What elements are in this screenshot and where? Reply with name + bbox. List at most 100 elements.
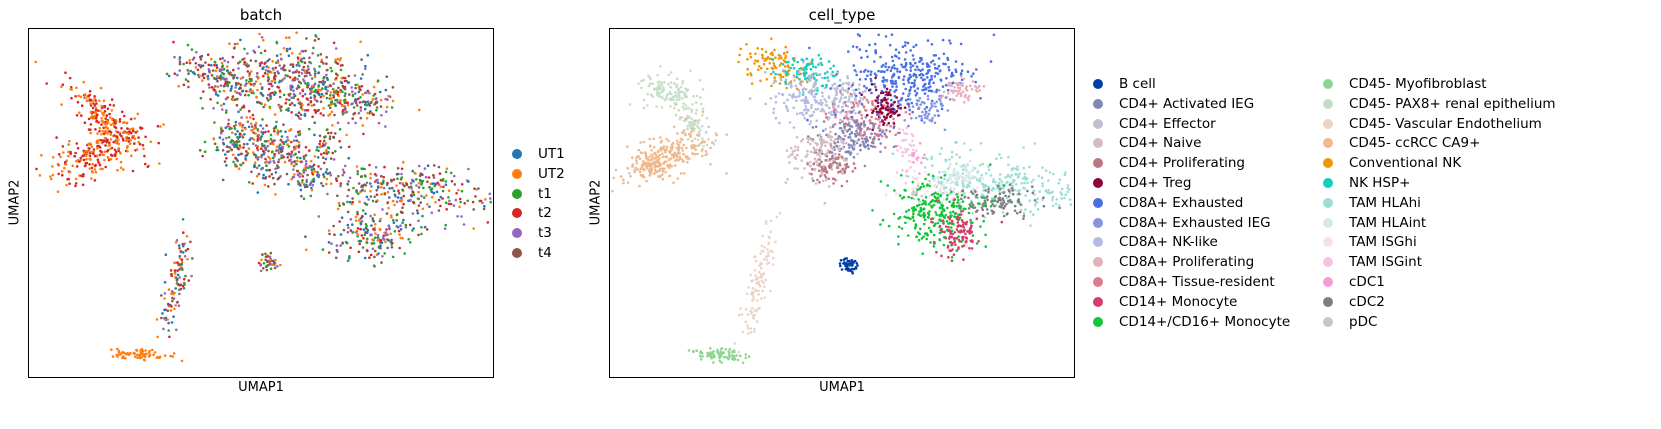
cell-type-point	[894, 88, 898, 92]
batch-point	[109, 133, 112, 136]
cell-type-point	[952, 187, 956, 190]
cell-type-point	[970, 201, 973, 204]
batch-point	[292, 139, 296, 142]
batch-point	[262, 74, 265, 78]
cell-type-point	[920, 117, 923, 121]
cell-type-point	[966, 96, 969, 100]
cell-type-point	[760, 297, 763, 300]
batch-point	[242, 104, 246, 108]
cell-type-point	[889, 88, 892, 92]
cell-type-point	[764, 256, 768, 259]
cell-type-point	[695, 125, 699, 128]
cell-type-point	[820, 84, 824, 88]
batch-point	[338, 204, 342, 207]
cell-type-point	[834, 157, 837, 161]
cell-type-point	[829, 138, 833, 142]
batch-point	[184, 78, 188, 81]
batch-point	[97, 138, 101, 142]
cell-type-point	[824, 175, 828, 179]
cell-type-point	[879, 133, 882, 136]
batch-point	[384, 88, 388, 92]
batch-point	[318, 80, 321, 84]
cell-type-point	[931, 59, 935, 63]
batch-point	[391, 218, 395, 222]
batch-point	[97, 160, 100, 164]
cell-type-point	[863, 84, 866, 88]
batch-point	[180, 359, 184, 363]
batch-point	[286, 74, 290, 78]
batch-point	[340, 104, 344, 108]
cell-type-point	[933, 102, 936, 105]
batch-point	[257, 45, 261, 49]
batch-point	[412, 193, 416, 197]
cell-type-point	[840, 92, 843, 96]
cell-type-point	[655, 91, 659, 94]
cell-type-point	[938, 69, 942, 73]
batch-point	[237, 110, 240, 114]
batch-point	[246, 52, 249, 55]
batch-point	[167, 288, 171, 291]
cell-type-point	[803, 167, 806, 170]
batch-point	[382, 234, 385, 238]
cell-type-point	[912, 143, 916, 147]
batch-point	[376, 239, 380, 242]
cell-type-point	[879, 55, 882, 59]
cell-type-point	[687, 132, 691, 136]
batch-point	[411, 229, 414, 232]
batch-point	[96, 158, 100, 162]
batch-point	[246, 65, 249, 68]
batch-point	[238, 135, 242, 139]
cell-type-point	[792, 106, 795, 110]
cell-type-point	[836, 157, 840, 160]
batch-point	[57, 153, 61, 156]
cell-type-point	[779, 54, 782, 58]
cell-type-point	[911, 176, 915, 179]
batch-point	[365, 241, 369, 245]
cell-type-point	[757, 293, 760, 296]
cell-type-point	[865, 113, 869, 117]
batch-point	[295, 162, 298, 166]
cell-type-point	[814, 108, 818, 111]
batch-point	[371, 199, 375, 203]
cell-type-point	[763, 296, 767, 299]
batch-point	[290, 140, 293, 144]
cell-type-point	[1007, 155, 1010, 159]
batch-point	[146, 165, 150, 169]
batch-point	[144, 349, 147, 352]
cell-type-point	[701, 137, 704, 140]
batch-point	[391, 99, 395, 103]
batch-point	[89, 110, 93, 114]
cell-type-point	[840, 184, 844, 188]
batch-point	[117, 142, 120, 146]
batch-point	[371, 113, 375, 116]
cell-type-point	[660, 83, 663, 86]
batch-point	[364, 223, 368, 226]
cell-type-point	[712, 361, 715, 364]
cell-type-point	[784, 80, 787, 83]
batch-point	[283, 160, 287, 164]
cell-type-point	[910, 101, 914, 105]
cell-type-point	[878, 129, 881, 133]
cell-type-point	[843, 169, 847, 173]
cell-type-point	[685, 107, 689, 110]
batch-point	[376, 181, 380, 185]
cell-type-point	[772, 107, 776, 111]
batch-point	[110, 109, 114, 112]
cell-type-point	[940, 104, 944, 108]
batch-point	[303, 114, 307, 117]
batch-point	[363, 167, 366, 171]
batch-point	[221, 138, 225, 141]
cell-type-point	[870, 121, 874, 125]
batch-point	[275, 164, 279, 167]
cell-type-point	[664, 160, 668, 163]
cell-type-point	[663, 81, 666, 84]
cell-type-point	[802, 91, 805, 95]
cell-type-point	[646, 92, 649, 96]
batch-point	[292, 89, 295, 92]
batch-point	[248, 77, 252, 81]
batch-point	[224, 97, 228, 101]
cell-type-point	[847, 143, 851, 146]
batch-legend-marker	[512, 188, 522, 199]
batch-point	[428, 185, 431, 189]
cell-type-point	[1030, 180, 1033, 184]
